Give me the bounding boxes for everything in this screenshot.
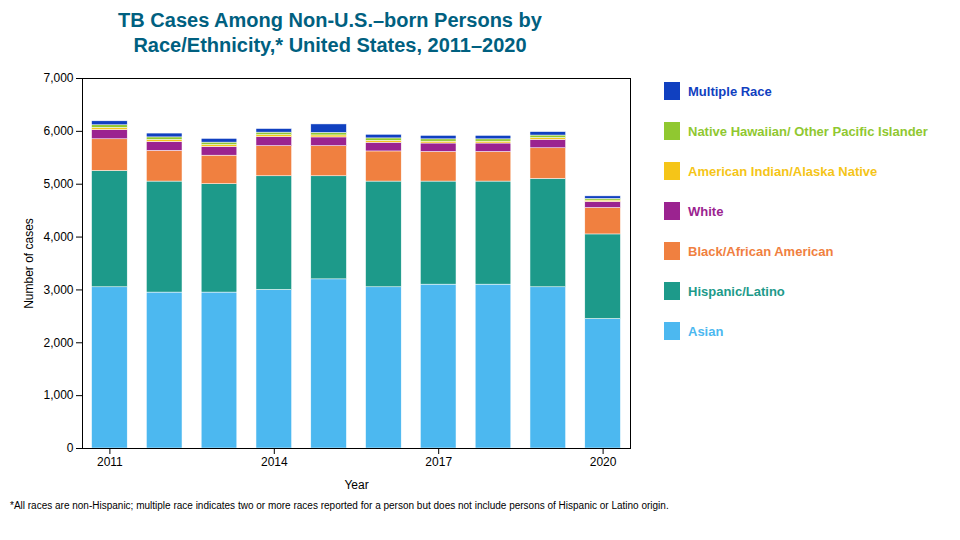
- svg-text:3,000: 3,000: [43, 283, 73, 297]
- svg-text:2017: 2017: [425, 455, 452, 469]
- svg-text:1,000: 1,000: [43, 388, 73, 402]
- svg-text:2,000: 2,000: [43, 336, 73, 350]
- html-text:Multiple Race: Multiple Race: [688, 83, 772, 99]
- svg-text:2011: 2011: [97, 455, 123, 469]
- svg-text:5,000: 5,000: [43, 177, 73, 191]
- svg-text:4,000: 4,000: [43, 230, 73, 244]
- svg-text:Number of cases: Number of cases: [22, 218, 36, 309]
- svg-text:0: 0: [67, 441, 74, 455]
- html-text:*All races are non-Hispanic; m: *All races are non-Hispanic; multiple ra…: [10, 500, 669, 511]
- html-text:American Indian/Alaska Native: American Indian/Alaska Native: [688, 163, 878, 179]
- html-text:White: White: [688, 203, 724, 219]
- html-text:Race/Ethnicity,* United States: Race/Ethnicity,* United States, 2011–202…: [133, 34, 527, 56]
- html-text:Native Hawaiian/ Other Pacific: Native Hawaiian/ Other Pacific Islander: [688, 123, 928, 139]
- html-text:Black/African American: Black/African American: [688, 243, 834, 259]
- svg-text:7,000: 7,000: [43, 71, 73, 85]
- html-text:TB Cases Among Non-U.S.–born P: TB Cases Among Non-U.S.–born Persons by: [118, 9, 542, 31]
- svg-text:Year: Year: [344, 478, 368, 492]
- svg-text:2020: 2020: [590, 455, 617, 469]
- html-text:Hispanic/Latino: Hispanic/Latino: [688, 283, 785, 299]
- svg-text:2014: 2014: [261, 455, 288, 469]
- svg-text:6,000: 6,000: [43, 124, 73, 138]
- html-text:Asian: Asian: [688, 323, 724, 339]
